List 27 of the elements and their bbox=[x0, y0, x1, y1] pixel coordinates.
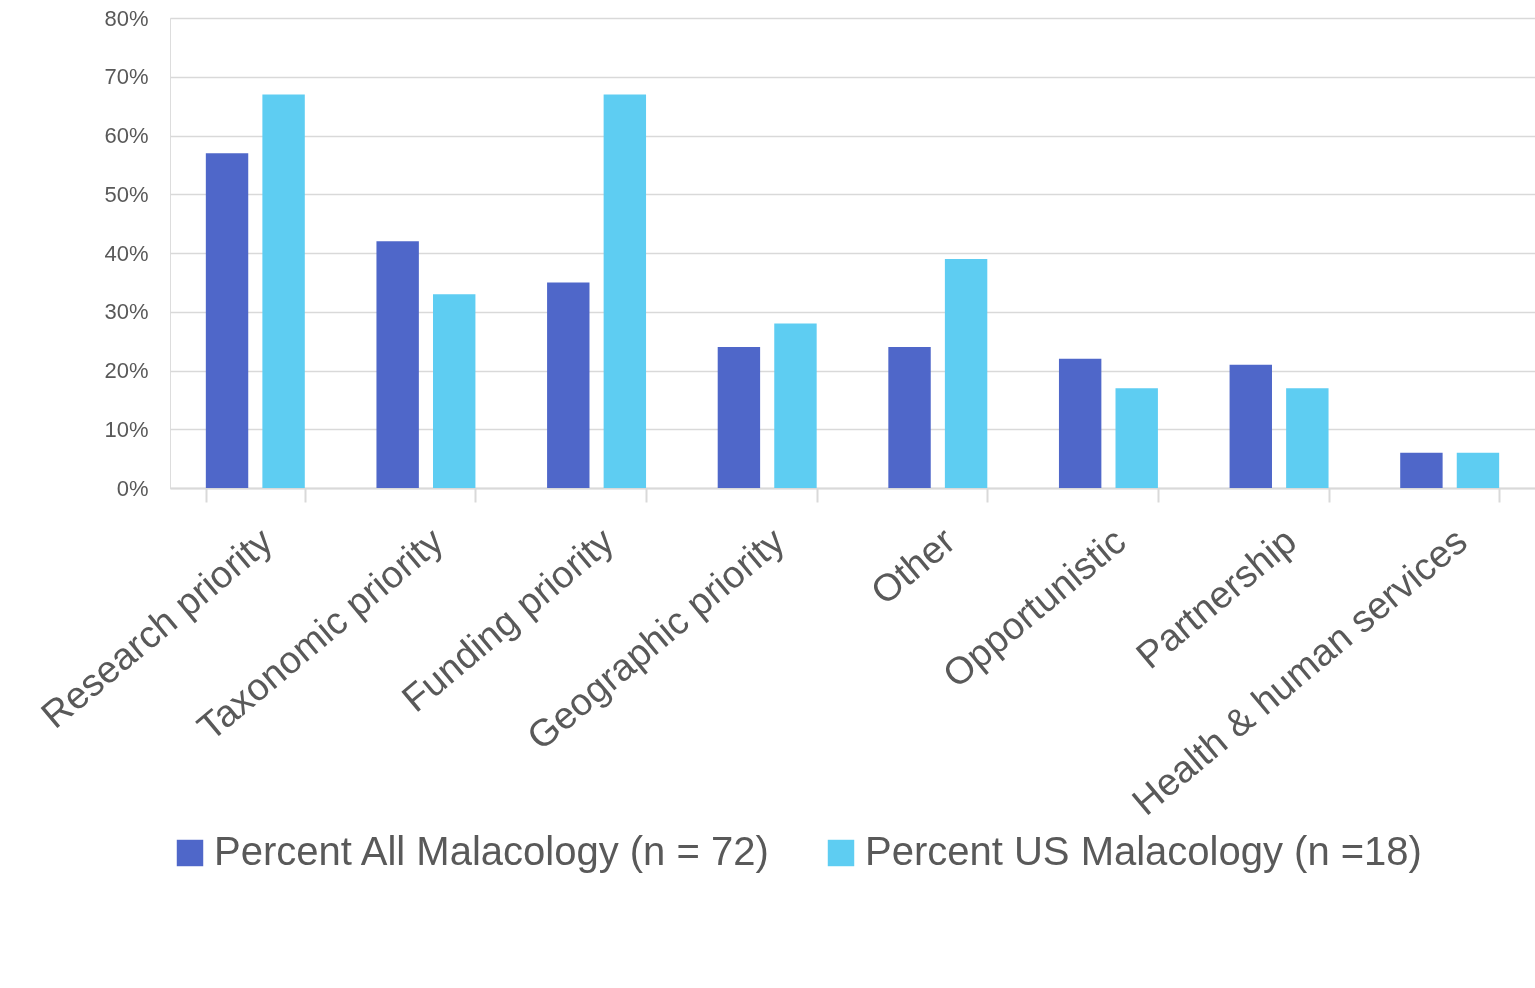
y-tick-label: 30% bbox=[104, 299, 149, 325]
bar bbox=[603, 94, 647, 488]
y-tick-label: 80% bbox=[104, 5, 149, 31]
bar bbox=[1115, 388, 1158, 488]
y-tick-label: 40% bbox=[104, 240, 149, 266]
bar bbox=[433, 294, 476, 488]
y-tick-label: 60% bbox=[104, 123, 149, 148]
bar bbox=[1286, 388, 1329, 488]
legend-label: Percent All Malacology (n = 72) bbox=[214, 829, 769, 873]
bar bbox=[205, 153, 249, 488]
bar bbox=[944, 258, 988, 488]
bar bbox=[547, 282, 590, 488]
bar bbox=[888, 347, 931, 488]
y-tick-label: 20% bbox=[104, 358, 149, 383]
y-tick-label: 0% bbox=[116, 475, 149, 501]
legend-label: Percent US Malacology (n =18) bbox=[865, 829, 1422, 873]
bar bbox=[774, 323, 817, 488]
y-tick-label: 50% bbox=[104, 181, 149, 207]
bar bbox=[1400, 452, 1443, 488]
y-tick-label: 10% bbox=[104, 416, 149, 442]
bar bbox=[262, 94, 305, 488]
bar bbox=[1058, 358, 1102, 488]
bar bbox=[1456, 452, 1500, 488]
bar bbox=[717, 347, 761, 488]
bar bbox=[376, 241, 419, 488]
y-tick-label: 70% bbox=[104, 64, 149, 90]
bar bbox=[1229, 364, 1272, 488]
